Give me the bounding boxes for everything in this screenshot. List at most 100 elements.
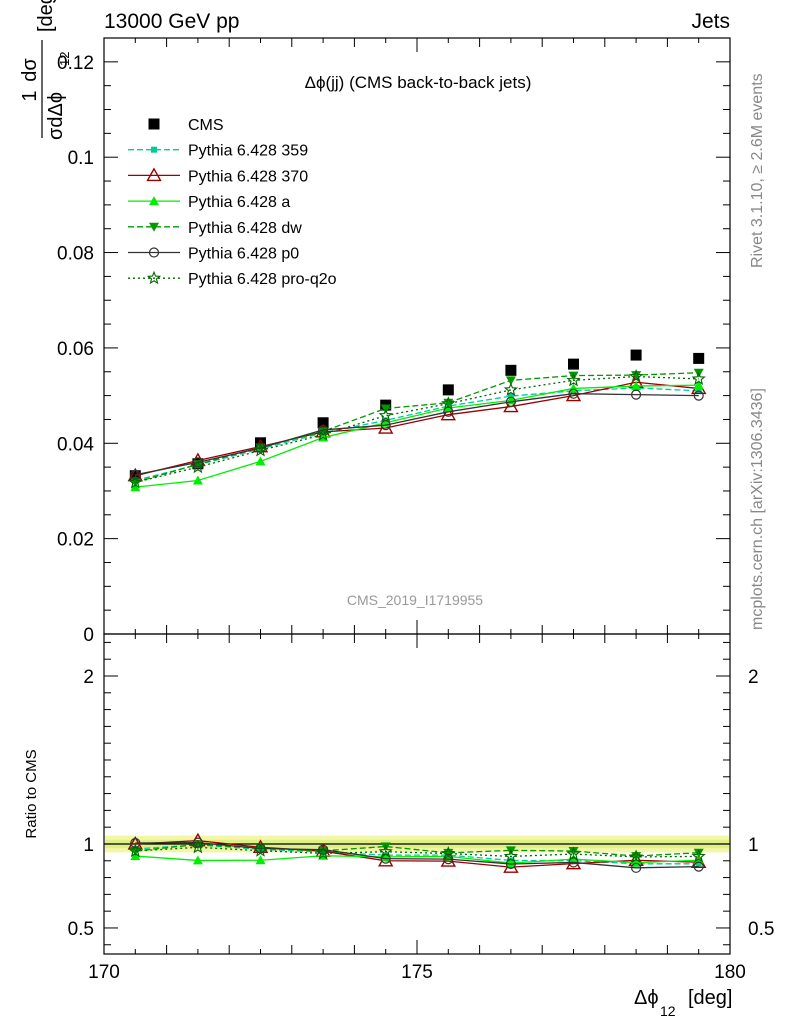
legend: CMS Pythia 6.428 359 Pythia 6.428 370 Pythi… [128, 117, 337, 288]
data-point [443, 398, 454, 408]
data-point [565, 387, 582, 402]
x-ticks: 170 175 180 [88, 634, 746, 983]
data-point [130, 469, 141, 480]
ratio-line [135, 839, 699, 868]
ratio-line [135, 855, 699, 864]
data-point [128, 474, 143, 489]
mcplots-label: mcplots.cern.ch [arXiv:1306.3436] [749, 388, 766, 630]
series-line [135, 387, 699, 482]
legend-item: Pythia 6.428 p0 [128, 246, 299, 263]
legend-label: Pythia 6.428 a [188, 194, 290, 211]
main-series [127, 349, 707, 492]
ratio-point [315, 845, 331, 860]
legend-item: Pythia 6.428 dw [128, 220, 302, 237]
ratio-point [441, 846, 456, 860]
ratio-point [443, 853, 454, 865]
series-line [135, 384, 699, 488]
series-pythia-6-428-370 [127, 374, 707, 482]
data-point [631, 371, 642, 381]
ratio-point [130, 837, 141, 849]
data-point [693, 390, 704, 401]
ratio-panel: 0.5 0.5 1 1 2 2 170 175 180 [68, 633, 774, 983]
ratio-y-tick-label: 0.5 [68, 919, 94, 940]
ratio-point [628, 849, 644, 863]
ylabel-den-sub: 12 [57, 52, 72, 66]
series-line [135, 393, 699, 476]
data-point [253, 442, 268, 457]
data-point [378, 408, 393, 422]
data-point [380, 420, 391, 431]
ratio-series [127, 832, 707, 873]
series-pythia-6-428-359 [132, 384, 702, 484]
main-y-tick-label: 0.04 [57, 434, 94, 455]
legend-item: Pythia 6.428 a [128, 194, 290, 211]
data-point [318, 424, 329, 436]
data-point [691, 371, 706, 385]
watermark: CMS_2019_I1719955 [347, 592, 483, 608]
legend-marker [146, 167, 162, 182]
data-point [315, 427, 331, 441]
ratio-y-tick-label-right: 1 [748, 835, 759, 856]
legend-marker [151, 146, 157, 153]
legend-marker [146, 270, 162, 285]
ratio-line [135, 843, 699, 857]
main-y-tick-label: 0.12 [57, 53, 94, 74]
data-point [192, 475, 203, 485]
data-point [505, 376, 516, 386]
ratio-y-label: Ratio to CMS [23, 749, 40, 838]
series-pythia-6-428-pro-q2o [128, 369, 706, 489]
data-point [190, 459, 206, 474]
ratio-series-pythia-6-428-pro-q2o [128, 839, 706, 863]
legend-marker [149, 222, 159, 232]
main-y-tick-label: 0.02 [57, 530, 94, 551]
main-panel: Δϕ(jj) (CMS back-to-back jets) CMS_2019_… [57, 37, 731, 646]
xlabel-sub: 12 [660, 1003, 676, 1019]
ratio-point [568, 857, 579, 868]
main-y-tick-label: 0.08 [57, 244, 94, 265]
data-point [505, 396, 516, 407]
xlabel-unit: [deg] [688, 987, 732, 1009]
main-y-label: 1 dσ σdΔϕ 12 [deg -1 ] [19, 0, 72, 140]
ratio-y-tick-label-right: 2 [748, 667, 759, 688]
data-point [503, 398, 519, 413]
data-point [568, 358, 579, 370]
ratio-line [135, 841, 699, 869]
main-y-tick-label: 0 [83, 625, 94, 646]
ratio-point [253, 843, 268, 857]
legend-marker [149, 196, 159, 206]
data-point [503, 382, 519, 396]
ylabel-den: σdΔϕ [45, 92, 67, 140]
ratio-point [505, 858, 516, 868]
ratio-y-ticks: 0.5 0.5 1 1 2 2 [68, 641, 774, 946]
main-y-tick-label: 0.1 [68, 148, 94, 169]
ratio-point [318, 844, 329, 855]
main-title: Δϕ(jj) (CMS back-to-back jets) [305, 73, 532, 92]
legend-item: Pythia 6.428 pro-q2o [128, 270, 337, 288]
ratio-line [135, 846, 699, 858]
data-point [317, 417, 329, 429]
data-point [693, 352, 705, 364]
ratio-y-tick-label: 1 [83, 835, 94, 856]
series-pythia-6-428-p0 [130, 388, 704, 480]
x-tick-label: 170 [88, 962, 120, 983]
legend-item: Pythia 6.428 359 [128, 143, 308, 160]
ratio-y-tick-label: 2 [83, 667, 94, 688]
data-point [441, 396, 456, 410]
data-point [693, 380, 704, 390]
data-point [443, 406, 454, 417]
data-point [505, 364, 517, 376]
legend-label: Pythia 6.428 359 [188, 143, 308, 160]
series-line [135, 372, 699, 484]
ratio-point [128, 843, 143, 858]
rivet-label: Rivet 3.1.10, ≥ 2.6M events [749, 73, 766, 268]
ylabel-unit: [deg [35, 0, 57, 32]
header-left: 13000 GeV pp [104, 10, 239, 33]
main-y-tick-label: 0.06 [57, 339, 94, 360]
legend-item: CMS [148, 117, 224, 134]
legend-label: Pythia 6.428 dw [188, 220, 302, 237]
data-point [631, 381, 642, 391]
ylabel-num: 1 [19, 90, 41, 101]
ratio-point [693, 848, 704, 858]
ylabel-dsigma: dσ [19, 58, 41, 82]
